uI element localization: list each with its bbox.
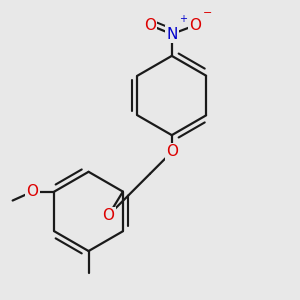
- Text: N: N: [166, 27, 178, 42]
- Text: O: O: [102, 208, 114, 223]
- Text: O: O: [144, 18, 156, 33]
- Text: −: −: [202, 8, 212, 18]
- Text: O: O: [166, 145, 178, 160]
- Text: O: O: [190, 18, 202, 33]
- Text: +: +: [179, 14, 187, 24]
- Text: O: O: [26, 184, 38, 199]
